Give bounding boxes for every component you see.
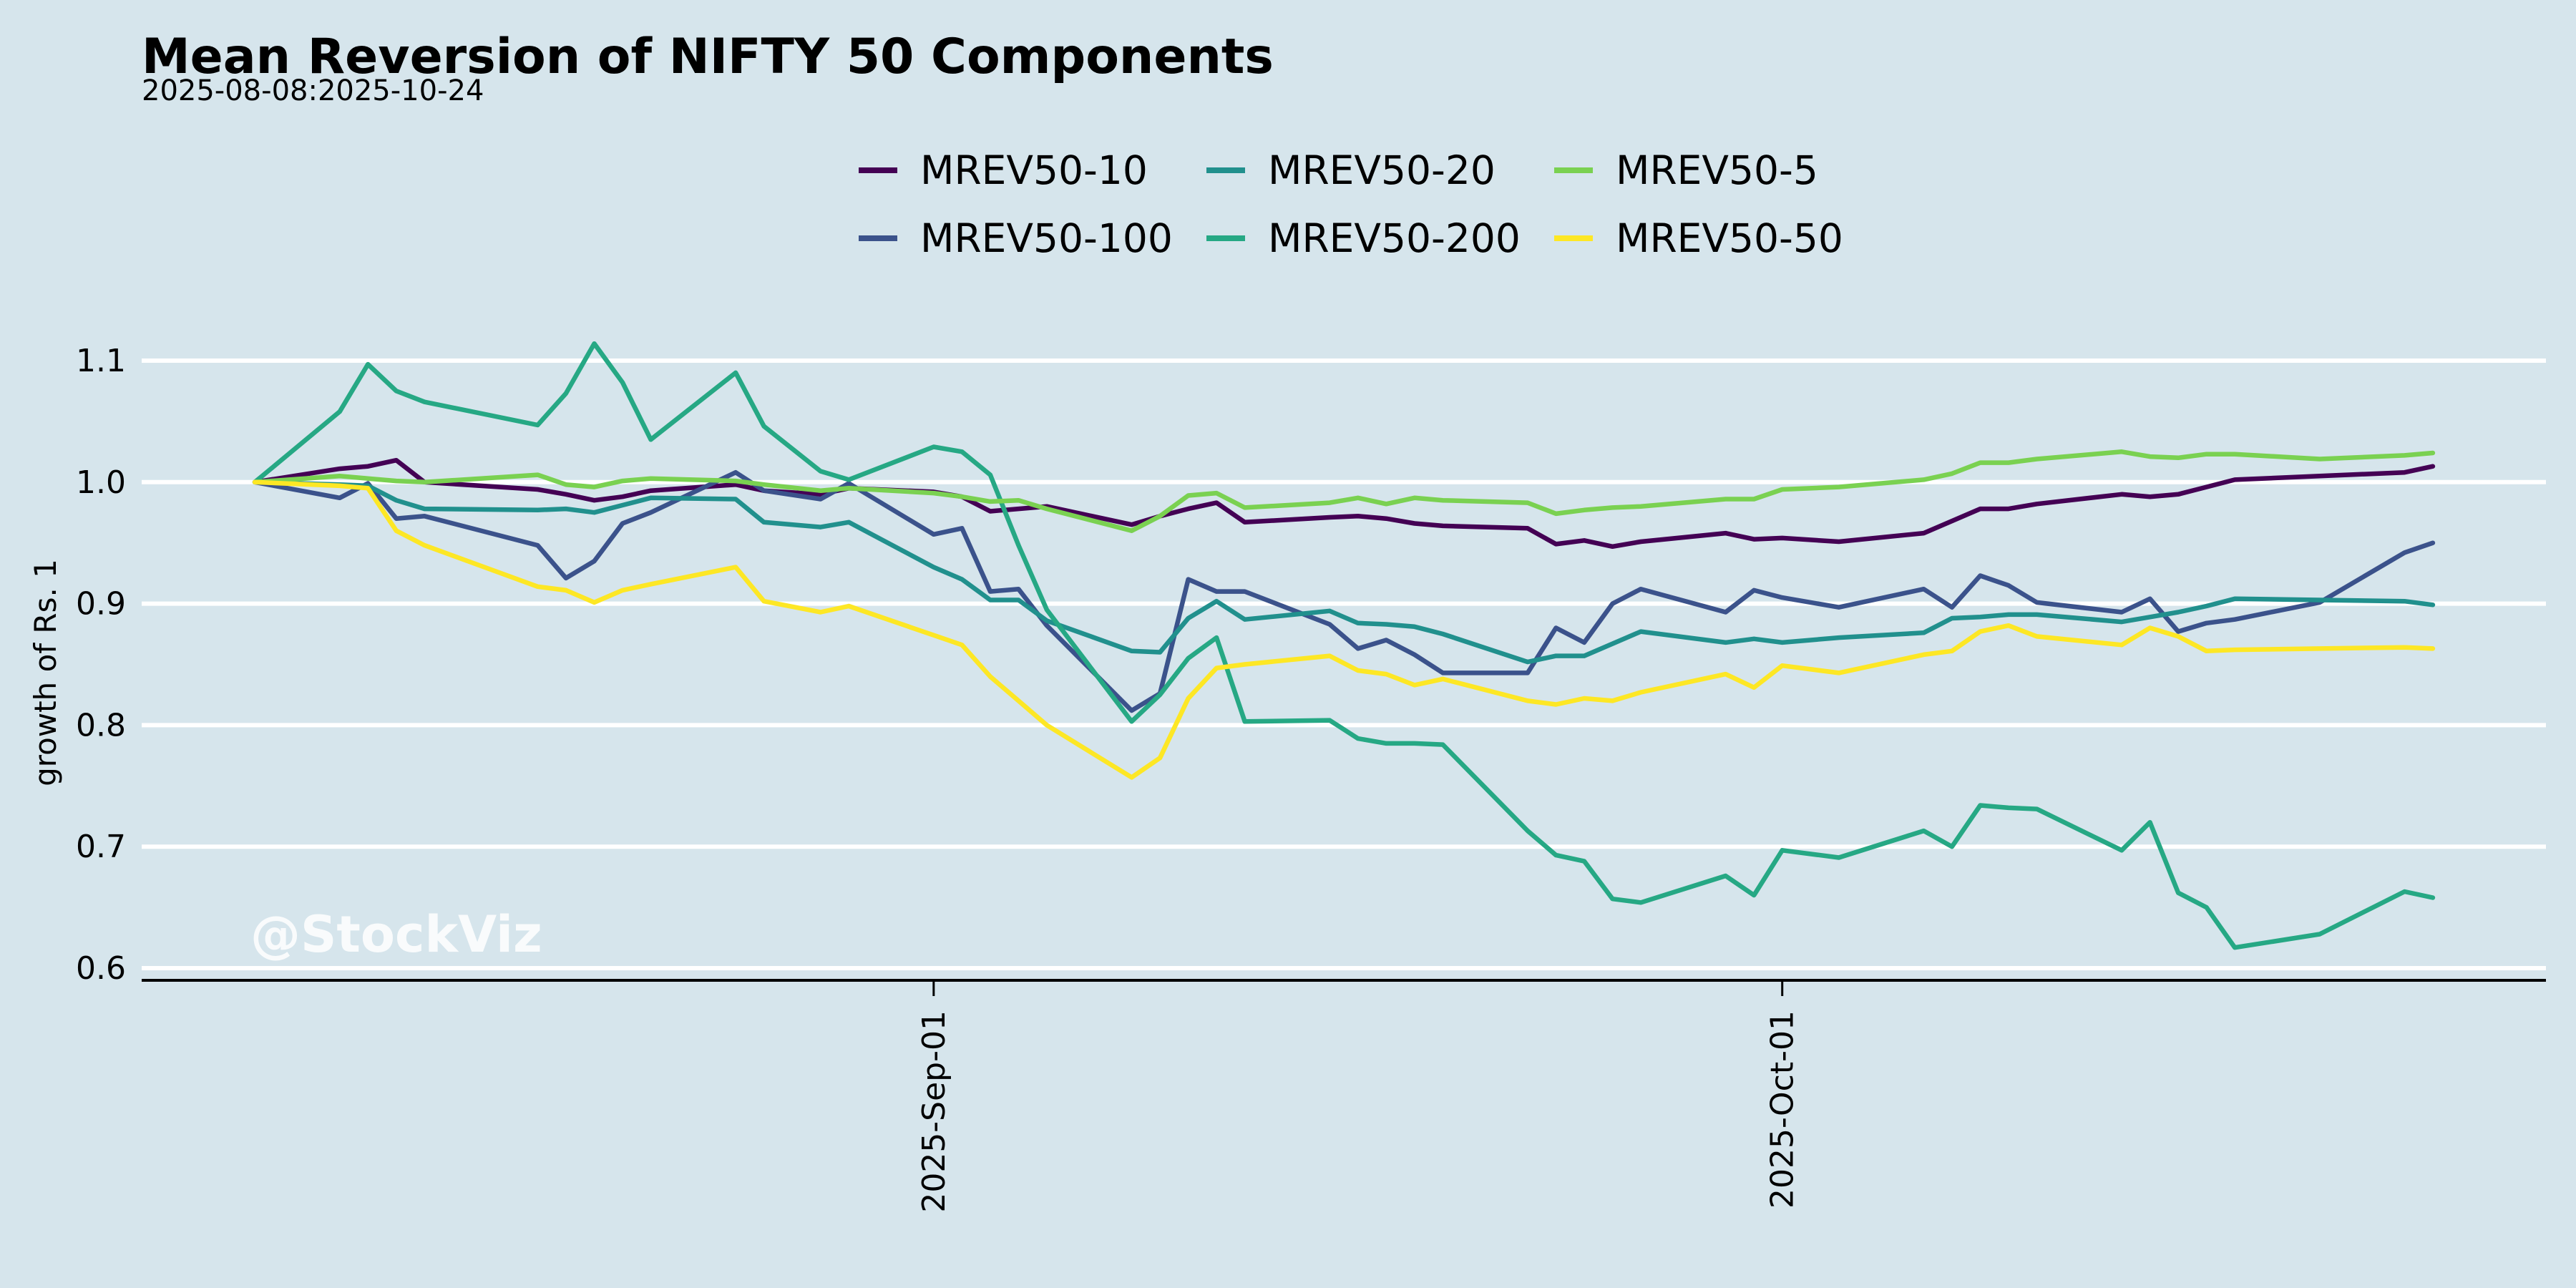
legend-label: MREV50-10 bbox=[920, 147, 1148, 193]
legend-label: MREV50-50 bbox=[1616, 215, 1843, 261]
chart-title: Mean Reversion of NIFTY 50 Components bbox=[142, 29, 1274, 85]
y-tick-label: 0.8 bbox=[76, 707, 126, 743]
grid-lines bbox=[142, 358, 2546, 971]
legend-label: MREV50-200 bbox=[1268, 215, 1521, 261]
y-tick-label: 0.9 bbox=[76, 586, 126, 623]
y-tick-label: 1.0 bbox=[76, 464, 126, 501]
y-tick-label: 1.1 bbox=[76, 343, 126, 379]
watermark: @StockViz bbox=[250, 905, 542, 964]
series-lines bbox=[252, 341, 2436, 950]
series-line-mrev50-20 bbox=[252, 479, 2436, 665]
series-line-mrev50-5 bbox=[252, 449, 2436, 533]
legend: MREV50-10 MREV50-20 MREV50-5 MREV50-100 MREV… bbox=[859, 147, 1843, 261]
y-axis-label: growth of Rs. 1 bbox=[28, 559, 63, 786]
chart-subtitle: 2025-08-08:2025-10-24 bbox=[142, 74, 484, 107]
legend-label: MREV50-20 bbox=[1268, 147, 1496, 193]
series-line-mrev50-10 bbox=[252, 457, 2436, 550]
legend-label: MREV50-5 bbox=[1616, 147, 1818, 193]
series-line-mrev50-200 bbox=[252, 341, 2436, 950]
x-tick-label: 2025-Oct-01 bbox=[1765, 1010, 1801, 1209]
legend-label: MREV50-100 bbox=[920, 215, 1173, 261]
y-tick-label: 0.6 bbox=[76, 950, 126, 987]
y-tick-label: 0.7 bbox=[76, 829, 126, 865]
axes: 0.6 0.7 0.8 0.9 1.0 1.1 2025-Sep-01 2025-Oct-01 bbox=[76, 343, 2546, 1213]
series-line-mrev50-100 bbox=[252, 469, 2436, 713]
series-line-mrev50-50 bbox=[252, 479, 2436, 780]
x-tick-label: 2025-Sep-01 bbox=[916, 1010, 952, 1213]
